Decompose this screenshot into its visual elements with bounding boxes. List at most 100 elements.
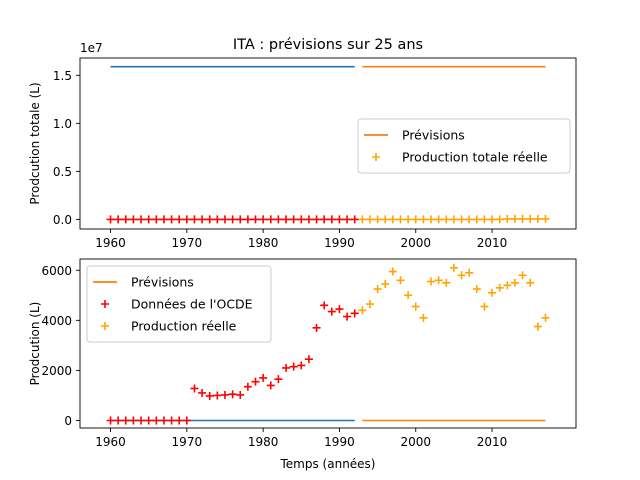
data-point [457,215,466,224]
bottom-axes: 1960 1970 1980 1990 2000 2010 0 2000 4000 6000 Pro… [28,258,577,471]
data-point [457,271,466,280]
data-point [411,215,420,224]
data-point [518,271,527,280]
legend-marker-swatch [101,300,109,308]
data-point [503,281,512,290]
data-point [167,416,176,425]
data-point [365,300,374,309]
data-point [488,288,497,297]
data-point [106,215,115,224]
data-point [190,215,199,224]
y-tick-label: 0 [64,414,72,428]
data-point [251,215,260,224]
data-point [259,373,268,382]
data-point [373,215,382,224]
data-point [358,215,367,224]
x-tick-label: 2010 [477,236,508,250]
data-point [533,214,542,223]
y-tick-label: 2000 [41,364,72,378]
data-point [434,215,443,224]
data-point [266,381,275,390]
axes-frame [79,258,577,429]
data-point [106,416,115,425]
data-point [373,285,382,294]
data-point [343,312,352,321]
y-tick-label: 4000 [41,314,72,328]
data-point [228,215,237,224]
data-point [198,215,207,224]
data-point [175,416,184,425]
data-point [350,215,359,224]
legend-entry-label: Prévisions [131,275,194,290]
data-point [472,215,481,224]
data-point [312,323,321,332]
data-point [167,215,176,224]
data-point [526,278,535,287]
axes-frame [79,57,577,230]
data-point [198,388,207,397]
data-point [274,375,283,384]
legend: Prévisions Production totale réelle [357,118,571,174]
data-point [510,214,519,223]
data-point [304,215,313,224]
data-point [472,285,481,294]
y-tick-label: 1.5 [53,69,72,83]
data-point [327,215,336,224]
data-point [175,215,184,224]
data-point [274,215,283,224]
data-point [381,215,390,224]
data-point [190,384,199,393]
data-point [220,390,229,399]
data-point [465,215,474,224]
data-point [388,215,397,224]
data-point [388,267,397,276]
data-point [480,302,489,311]
x-tick-label: 1970 [172,435,203,449]
x-tick-label: 1990 [324,435,355,449]
axis-offset-label: 1e7 [80,41,103,55]
data-point [495,215,504,224]
x-tick-label: 1960 [95,435,126,449]
data-point [404,291,413,300]
x-tick-label: 1960 [95,236,126,250]
data-point [442,278,451,287]
data-point [365,215,374,224]
data-point [449,263,458,272]
data-point [427,215,436,224]
data-point [266,215,275,224]
data-point [526,214,535,223]
data-point [144,416,153,425]
data-point [205,391,214,400]
data-point [236,390,245,399]
x-tick-label: 2000 [400,236,431,250]
data-point [480,215,489,224]
data-point [404,215,413,224]
data-point [205,215,214,224]
data-point [289,215,298,224]
legend-entry-label: Prévisions [402,128,465,143]
data-point [289,362,298,371]
data-point [533,322,542,331]
chart-title: ITA : prévisions sur 25 ans [233,37,423,53]
data-point [427,277,436,286]
data-point [213,391,222,400]
data-point [144,215,153,224]
x-tick-label: 2000 [400,435,431,449]
legend-marker-swatch [101,322,109,330]
data-point [297,215,306,224]
data-point [510,278,519,287]
data-point [518,214,527,223]
data-point [114,416,123,425]
data-point [259,215,268,224]
legend-box [357,118,571,174]
y-tick-label: 6000 [41,264,72,278]
legend: Prévisions Données de l'OCDE Production ré… [86,265,272,343]
data-point [152,215,161,224]
data-point [182,215,191,224]
y-tick-label: 0.0 [53,213,72,227]
y-axis-label: Prodcution totale (L) [28,82,42,204]
data-point [236,215,245,224]
data-point [396,215,405,224]
x-tick-label: 1970 [172,236,203,250]
